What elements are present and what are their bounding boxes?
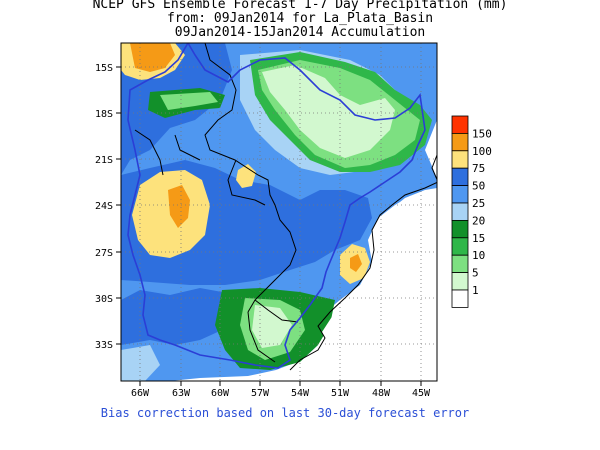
ocean-area [300, 188, 437, 381]
lat-label: 27S [95, 248, 113, 259]
precip-100-150-coast [350, 254, 362, 272]
legend-swatch [451, 272, 469, 291]
legend-swatch [451, 202, 469, 221]
lon-label: 45W [412, 388, 431, 399]
lat-label: 33S [95, 340, 113, 351]
legend-swatch [451, 237, 469, 256]
legend-swatch [451, 115, 469, 134]
precip-1-5-south [252, 305, 292, 348]
legend-swatch [451, 167, 469, 186]
latitude-axis: 15S 18S 21S 24S 27S 30S 33S [95, 63, 121, 351]
legend-label: 20 [472, 214, 485, 227]
lat-label: 30S [95, 294, 113, 305]
footer-note: Bias correction based on last 30-day for… [100, 406, 470, 420]
lat-label: 24S [95, 201, 113, 212]
precip-20-25-sw [121, 345, 160, 381]
precip-5-10-patch [160, 92, 218, 110]
lat-label: 15S [95, 63, 113, 74]
legend-label: 50 [472, 180, 485, 193]
precip-100-150-west [168, 185, 190, 228]
precip-50-75-south [121, 288, 222, 345]
map-panel [121, 43, 437, 381]
lon-label: 51W [331, 388, 350, 399]
legend-swatch [451, 289, 469, 308]
country-borders [134, 43, 299, 363]
legend-swatch [451, 219, 469, 239]
lat-label: 21S [95, 155, 113, 166]
legend: 150 100 75 50 25 20 15 10 5 1 [451, 115, 492, 308]
legend-label: 25 [472, 197, 485, 210]
title-line-3: 09Jan2014-15Jan2014 Accumulation [174, 25, 426, 40]
lon-label: 57W [251, 388, 270, 399]
map-frame [120, 42, 438, 382]
legend-label: 10 [472, 249, 485, 262]
lon-label: 54W [291, 388, 310, 399]
precip-100-150-northwest [130, 43, 175, 72]
precip-1-5-north [262, 65, 395, 158]
legend-label: 1 [472, 284, 479, 297]
lon-label: 60W [211, 388, 230, 399]
legend-swatch [451, 150, 469, 169]
legend-label: 75 [472, 162, 485, 175]
legend-label: 150 [472, 127, 492, 140]
legend-swatch [451, 254, 469, 273]
legend-label: 15 [472, 232, 485, 245]
longitude-axis: 66W 63W 60W 57W 54W 51W 48W 45W [131, 381, 431, 399]
legend-label: 100 [472, 145, 492, 158]
lon-label: 63W [172, 388, 191, 399]
title-line-1: NCEP GFS Ensemble Forecast 1-7 Day Preci… [92, 0, 508, 12]
legend-swatch [451, 132, 469, 152]
legend-label: 5 [472, 267, 479, 280]
lon-label: 48W [372, 388, 391, 399]
basin-outline [127, 43, 426, 369]
lon-label: 66W [131, 388, 150, 399]
coastline [289, 154, 437, 371]
legend-swatch [451, 185, 469, 204]
lat-label: 18S [95, 109, 113, 120]
title-line-2: from: 09Jan2014 for La_Plata_Basin [166, 11, 434, 26]
